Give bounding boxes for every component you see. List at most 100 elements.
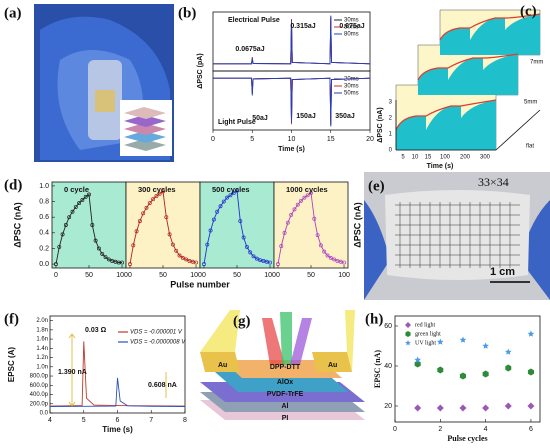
marker <box>437 366 444 374</box>
y-tick-label: 1.8n <box>36 327 48 333</box>
marker <box>157 191 162 196</box>
marker <box>164 215 169 220</box>
tick-label: 200 <box>460 155 471 161</box>
marker <box>414 356 421 363</box>
tick-label: 0 <box>389 148 393 154</box>
x-tick-label: 0 <box>393 426 397 433</box>
marker <box>231 190 236 195</box>
plot-frame <box>394 315 541 423</box>
tick-label: 2 <box>389 116 393 122</box>
marker <box>161 189 165 194</box>
marker <box>77 201 82 206</box>
marker <box>482 404 490 412</box>
y-tick-label: 600.0p <box>30 383 49 389</box>
legend-label: VDS = -0.000001 V <box>130 330 183 336</box>
marker <box>144 205 149 210</box>
axis-label: ΔPSC (nA) <box>352 202 362 247</box>
marker <box>328 255 333 260</box>
x-tick-label: 4 <box>48 417 52 424</box>
x-tick-label: 100 <box>190 272 202 279</box>
panel-label: (f) <box>4 311 19 327</box>
y-tick-label: 0.2 <box>39 245 49 252</box>
y-tick-label: 1.0n <box>36 364 48 370</box>
marker <box>177 253 182 258</box>
y-tick-label: 0.0 <box>40 411 49 417</box>
marker <box>527 402 535 410</box>
x-tick-label: 50 <box>233 272 241 279</box>
marker <box>137 219 142 224</box>
axis-label: Time (s) <box>278 146 305 153</box>
panel-label: (d) <box>4 177 22 193</box>
x-tick-label: 0 <box>276 272 280 279</box>
marker <box>106 257 111 262</box>
panel-label: (b) <box>178 5 196 21</box>
annotation: 1.390 nA <box>58 369 87 376</box>
marker <box>279 244 284 249</box>
marker <box>60 232 65 237</box>
marker <box>184 257 189 262</box>
layer-label: Au <box>328 362 337 369</box>
arrow <box>68 333 167 407</box>
y-tick-label: 800.0p <box>30 374 49 380</box>
marker <box>302 195 307 200</box>
marker <box>505 348 512 355</box>
marker <box>80 198 85 202</box>
x-tick-label: 0 <box>128 272 132 279</box>
x-tick-label: 50 <box>85 272 93 279</box>
curve-label: 5mm <box>524 100 537 106</box>
panel-label: (c) <box>520 3 537 19</box>
marker <box>221 199 226 204</box>
marker <box>141 211 146 216</box>
tick-label: 300 <box>480 155 491 161</box>
line <box>49 377 186 407</box>
marker <box>527 368 534 376</box>
marker <box>103 255 108 260</box>
annotation: 0.675aJ <box>339 23 364 30</box>
marker <box>436 404 444 412</box>
line <box>213 77 371 127</box>
curve-label: flat <box>526 144 534 150</box>
y-tick-label: 40 <box>384 363 392 370</box>
x-tick-label: 20 <box>366 136 374 143</box>
marker <box>83 194 88 199</box>
marker <box>167 232 172 237</box>
line <box>129 190 197 265</box>
marker <box>70 209 75 214</box>
annotation: 0.03 Ω <box>85 327 107 334</box>
axis-label: Time (s) <box>102 425 133 434</box>
tick-label: 100 <box>440 155 451 161</box>
subplot-title: Electrical Pulse <box>228 17 280 24</box>
legend-label: 30ms <box>344 18 359 24</box>
marker <box>238 219 243 224</box>
marker <box>57 244 62 249</box>
marker <box>194 260 198 265</box>
marker <box>93 238 98 243</box>
marker <box>96 246 101 251</box>
marker <box>282 230 287 235</box>
layer-label: PI <box>282 415 289 422</box>
annotation: 350aJ <box>335 113 355 120</box>
annotation: 50aJ <box>252 115 268 122</box>
axis-label: EPSC (nA) <box>373 350 382 388</box>
photo-e: (e) 33×34 1 cm <box>364 172 550 300</box>
y-tick-label: 1.6n <box>36 337 48 343</box>
y-tick-label: 200.0p <box>30 401 49 407</box>
x-tick-label: 5 <box>250 136 254 143</box>
marker <box>248 250 253 255</box>
marker <box>312 216 317 221</box>
x-tick-label: 100 <box>116 272 128 279</box>
marker <box>482 370 489 378</box>
x-tick-label: 2 <box>438 426 442 433</box>
y-tick-label: 0.6 <box>39 214 49 221</box>
marker <box>180 255 185 260</box>
x-tick-label: 4 <box>484 426 488 433</box>
panel-label: (h) <box>365 311 383 327</box>
x-tick-label: 0 <box>54 272 58 279</box>
marker <box>322 249 327 254</box>
y-tick-label: 400.0p <box>30 392 49 398</box>
panel-title: 500 cycles <box>212 185 250 194</box>
axis-label: ΔPSC (nA) <box>377 107 384 142</box>
layer-label: AlOx <box>277 379 293 386</box>
axis-label: ΔPSC (nA) <box>12 202 22 247</box>
marker <box>208 228 213 233</box>
